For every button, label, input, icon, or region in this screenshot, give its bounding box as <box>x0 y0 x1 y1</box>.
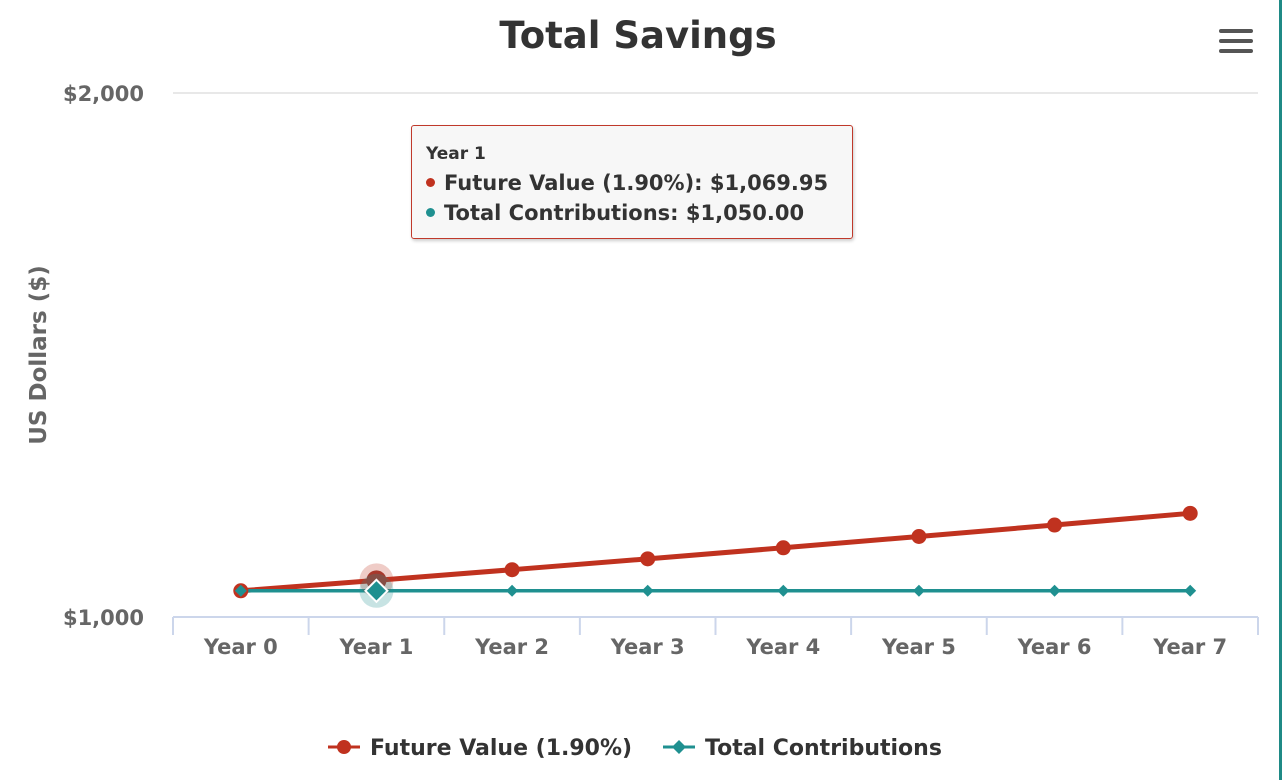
tooltip-row-label: Total Contributions: $1,050.00 <box>444 201 805 225</box>
data-point <box>775 540 791 556</box>
data-point <box>911 529 927 545</box>
y-axis-label: US Dollars ($) <box>26 265 52 445</box>
tooltip-row-future-value: Future Value (1.90%): $1,069.95 <box>426 168 838 198</box>
data-point <box>1184 584 1197 597</box>
x-tick-label: Year 1 <box>338 635 413 659</box>
data-point <box>234 584 247 597</box>
data-point <box>1048 584 1061 597</box>
x-tick-label: Year 0 <box>203 635 278 659</box>
series-dot-icon <box>426 207 435 217</box>
chart-title: Total Savings <box>499 14 776 57</box>
legend-marker <box>672 740 686 754</box>
tooltip-header: Year 1 <box>426 144 486 164</box>
data-point <box>912 584 925 597</box>
tooltip-row-contributions: Total Contributions: $1,050.00 <box>426 198 838 228</box>
legend-item-label[interactable]: Total Contributions <box>705 736 942 761</box>
data-point <box>640 551 656 567</box>
y-tick-label: $2,000 <box>63 82 144 106</box>
data-point <box>777 584 790 597</box>
data-point <box>1047 517 1063 533</box>
x-tick-label: Year 2 <box>474 635 549 659</box>
x-tick-label: Year 5 <box>881 635 956 659</box>
series-dot-icon <box>426 177 435 187</box>
page-edge <box>1279 0 1282 780</box>
x-tick-label: Year 4 <box>745 635 820 659</box>
hamburger-menu-icon[interactable] <box>1219 29 1253 57</box>
data-point <box>1182 505 1198 521</box>
x-tick-label: Year 7 <box>1152 635 1227 659</box>
data-point <box>506 584 519 597</box>
data-point <box>504 562 520 578</box>
series-line-0 <box>240 510 1191 594</box>
tooltip-row-label: Future Value (1.90%): $1,069.95 <box>444 171 829 195</box>
data-point <box>364 578 389 604</box>
x-tick-label: Year 3 <box>610 635 685 659</box>
legend-marker <box>337 740 351 754</box>
data-point <box>641 584 654 597</box>
legend-item-label[interactable]: Future Value (1.90%) <box>370 736 632 761</box>
x-tick-label: Year 6 <box>1017 635 1092 659</box>
tooltip: Year 1 Future Value (1.90%): $1,069.95 T… <box>411 125 853 239</box>
y-tick-label: $1,000 <box>63 606 144 630</box>
